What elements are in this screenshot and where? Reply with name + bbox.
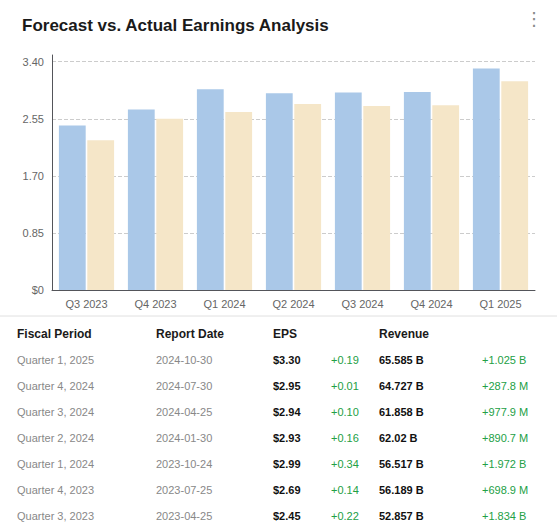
svg-text:$0: $0 (32, 284, 44, 296)
svg-text:2023-07-25: 2023-07-25 (156, 484, 212, 496)
svg-text:2023-04-25: 2023-04-25 (156, 510, 212, 522)
svg-text:2024-04-25: 2024-04-25 (156, 406, 212, 418)
svg-text:2023-10-24: 2023-10-24 (156, 458, 212, 470)
svg-text:Quarter 3, 2024: Quarter 3, 2024 (17, 406, 94, 418)
svg-text:+0.01: +0.01 (331, 380, 359, 392)
svg-text:0.85: 0.85 (23, 227, 44, 239)
svg-text:EPS: EPS (273, 327, 297, 341)
svg-text:2024-10-30: 2024-10-30 (156, 354, 212, 366)
svg-text:Q3 2023: Q3 2023 (65, 298, 107, 310)
svg-text:+0.14: +0.14 (331, 484, 359, 496)
svg-text:+0.19: +0.19 (331, 354, 359, 366)
svg-text:+698.9 M: +698.9 M (482, 484, 528, 496)
svg-text:$2.69: $2.69 (273, 484, 301, 496)
svg-text:62.02 B: 62.02 B (379, 432, 418, 444)
svg-text:Quarter 2, 2024: Quarter 2, 2024 (17, 432, 94, 444)
svg-text:3.40: 3.40 (23, 56, 44, 68)
svg-text:1.70: 1.70 (23, 170, 44, 182)
svg-text:Forecast vs. Actual Earnings A: Forecast vs. Actual Earnings Analysis (22, 16, 329, 35)
svg-text:65.585 B: 65.585 B (379, 354, 424, 366)
svg-text:Quarter 4, 2024: Quarter 4, 2024 (17, 380, 94, 392)
svg-text:Report Date: Report Date (156, 327, 224, 341)
svg-text:Q1 2024: Q1 2024 (203, 298, 245, 310)
svg-text:+287.8 M: +287.8 M (482, 380, 528, 392)
svg-text:$2.99: $2.99 (273, 458, 301, 470)
svg-text:56.517 B: 56.517 B (379, 458, 424, 470)
svg-text:64.727 B: 64.727 B (379, 380, 424, 392)
svg-text:52.857 B: 52.857 B (379, 510, 424, 522)
svg-text:Q1 2025: Q1 2025 (479, 298, 521, 310)
svg-text:$2.94: $2.94 (273, 406, 301, 418)
svg-text:+1.834 B: +1.834 B (482, 510, 526, 522)
svg-text:+1.025 B: +1.025 B (482, 354, 526, 366)
svg-text:61.858 B: 61.858 B (379, 406, 424, 418)
svg-text:$3.30: $3.30 (273, 354, 301, 366)
svg-text:+0.10: +0.10 (331, 406, 359, 418)
svg-text:Quarter 1, 2024: Quarter 1, 2024 (17, 458, 94, 470)
svg-text:2024-01-30: 2024-01-30 (156, 432, 212, 444)
svg-text:+1.972 B: +1.972 B (482, 458, 526, 470)
svg-text:$2.95: $2.95 (273, 380, 301, 392)
svg-text:Q3 2024: Q3 2024 (341, 298, 383, 310)
svg-text:+977.9 M: +977.9 M (482, 406, 528, 418)
svg-text:+0.22: +0.22 (331, 510, 359, 522)
svg-text:Quarter 3, 2023: Quarter 3, 2023 (17, 510, 94, 522)
svg-text:2024-07-30: 2024-07-30 (156, 380, 212, 392)
svg-text:Revenue: Revenue (379, 327, 429, 341)
svg-text:Q2 2024: Q2 2024 (272, 298, 314, 310)
svg-text:+0.34: +0.34 (331, 458, 359, 470)
svg-text:2.55: 2.55 (23, 113, 44, 125)
svg-text:+0.16: +0.16 (331, 432, 359, 444)
svg-text:+890.7 M: +890.7 M (482, 432, 528, 444)
svg-text:Fiscal Period: Fiscal Period (17, 327, 92, 341)
svg-text:Q4 2023: Q4 2023 (134, 298, 176, 310)
svg-text:Q4 2024: Q4 2024 (410, 298, 452, 310)
svg-text:56.189 B: 56.189 B (379, 484, 424, 496)
svg-text:$2.45: $2.45 (273, 510, 301, 522)
svg-text:Quarter 1, 2025: Quarter 1, 2025 (17, 354, 94, 366)
svg-text:Quarter 4, 2023: Quarter 4, 2023 (17, 484, 94, 496)
svg-text:⋮: ⋮ (525, 9, 543, 29)
svg-text:$2.93: $2.93 (273, 432, 301, 444)
